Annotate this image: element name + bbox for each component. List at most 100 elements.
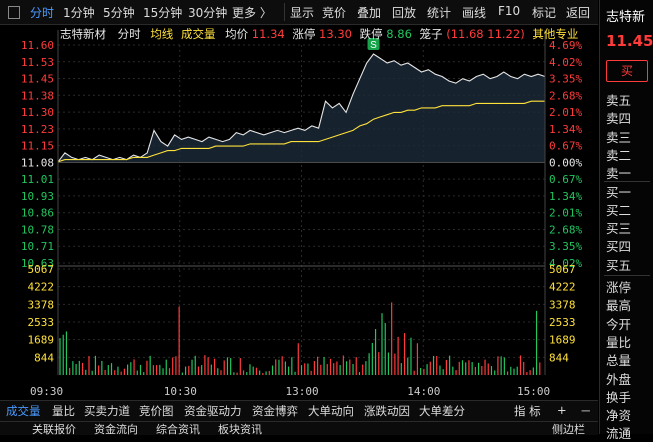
stock-name: 志特新材 [60, 27, 106, 41]
side-bids-3: 买四 [606, 239, 632, 255]
pct-axis-label: 3.35% [549, 73, 582, 86]
volume-axis-label: 2533 [28, 316, 55, 329]
other-pro-link[interactable]: 其他专业 [532, 27, 579, 41]
price-axis-label: 11.60 [21, 39, 54, 52]
volume-axis-label-right: 844 [549, 351, 569, 364]
indicator-tab-6[interactable]: 大单动向 [308, 404, 354, 418]
volume-label[interactable]: 成交量 [180, 27, 216, 41]
pct-axis-label: 1.34% [549, 190, 582, 203]
volume-axis-label: 844 [34, 351, 54, 364]
indicator-control-0[interactable]: 指 标 [514, 404, 541, 418]
pct-axis-label: 2.68% [549, 223, 582, 236]
toolbar-item-13[interactable]: 标记 [532, 6, 557, 20]
indicator-tab-0[interactable]: 成交量 [6, 404, 41, 418]
chart-header: 志特新材 分时 均线 成交量 均价 11.34 涨停 13.30 跌停 8.86… [60, 26, 578, 42]
indicator-tab-2[interactable]: 买卖力道 [84, 404, 130, 418]
sell-marker-icon [367, 37, 380, 50]
side-stats-3: 量比 [606, 334, 632, 350]
price-axis-label: 10.86 [21, 207, 54, 220]
pct-axis-label: 1.34% [549, 123, 582, 136]
indicator-tab-4[interactable]: 资金驱动力 [184, 404, 242, 418]
time-axis-label: 10:30 [164, 385, 197, 398]
pct-axis-label: 2.01% [549, 207, 582, 220]
intraday-chart[interactable]: S 11.60 11.53 11.45 11.38 11.30 11.23 11.15 11.0… [0, 25, 598, 400]
indicator-tab-8[interactable]: 大单差分 [419, 404, 465, 418]
pct-axis-label: 4.02% [549, 257, 582, 270]
toolbar-item-8[interactable]: 叠加 [357, 6, 382, 20]
toolbar-item-14[interactable]: 返回 [566, 6, 591, 20]
info-tab-0[interactable]: 关联报价 [32, 423, 76, 436]
side-stats-8: 流通 [606, 426, 632, 442]
avg-line [57, 100, 545, 163]
pct-axis-label: 0.67% [549, 140, 582, 153]
toolbar-item-11[interactable]: 画线 [462, 6, 487, 20]
toolbar-item-6[interactable]: 显示 [290, 6, 315, 20]
side-stats-2: 今开 [606, 316, 632, 332]
price-axis-label: 11.08 [21, 156, 54, 169]
pct-axis-label: 0.00% [549, 156, 582, 169]
buy-button[interactable]: 买 [606, 60, 648, 82]
toolbar-item-1[interactable]: 1分钟 [63, 6, 95, 20]
volume-axis-label-right: 5067 [549, 263, 576, 276]
info-tab-2[interactable]: 综合资讯 [156, 423, 200, 436]
toolbar-item-0[interactable]: 分时 [30, 6, 55, 20]
volume-axis-label: 3378 [28, 298, 55, 311]
side-price: 11.45 [606, 32, 653, 50]
info-tab-4[interactable]: 侧边栏 [552, 423, 585, 436]
indicator-tab-5[interactable]: 资金博弈 [252, 404, 298, 418]
side-stats-1: 最高 [606, 298, 632, 314]
volume-axis-label: 5067 [28, 263, 55, 276]
price-axis-label: 10.71 [21, 240, 54, 253]
side-bids-1: 买二 [606, 202, 632, 218]
side-stats-7: 净资 [606, 408, 632, 424]
avg-price-label: 均价 [225, 27, 249, 41]
pct-axis-label: 4.02% [549, 56, 582, 69]
side-divider [604, 275, 650, 276]
limit-up-label: 涨停 [292, 27, 316, 41]
side-stock-name: 志特新 [606, 10, 646, 25]
side-asks-0: 卖五 [606, 93, 632, 108]
side-stats-6: 换手 [606, 389, 632, 405]
side-stats-0: 涨停 [606, 280, 632, 295]
side-bids-0: 买一 [606, 184, 632, 200]
price-axis-label: 11.45 [21, 73, 54, 86]
time-axis-label: 13:00 [286, 385, 319, 398]
indicator-control-1[interactable]: + [557, 403, 567, 417]
mode-label[interactable]: 分时 [117, 27, 141, 41]
toolbar-item-3[interactable]: 15分钟 [143, 6, 183, 20]
toolbar-item-5[interactable]: 更多 〉 [232, 6, 272, 20]
indicator-tabs: 成交量 量比 买卖力道 竞价图 资金驱动力 资金博弈 大单动向 涨跌动因 大单差分 指 标 + － [0, 400, 598, 421]
pct-axis-label: 2.68% [549, 89, 582, 102]
time-axis-label: 09:30 [30, 385, 63, 398]
panel-toggle-icon[interactable] [8, 6, 20, 19]
side-asks-3: 卖二 [606, 147, 632, 163]
volume-axis-label-right: 2533 [549, 316, 576, 329]
toolbar-item-4[interactable]: 30分钟 [188, 6, 228, 20]
toolbar-item-12[interactable]: F10 [498, 4, 521, 18]
cage-label: 笼子 [419, 27, 443, 41]
price-axis-label: 11.01 [21, 173, 54, 186]
indicator-tab-3[interactable]: 竞价图 [139, 404, 174, 418]
side-asks-1: 卖四 [606, 111, 632, 127]
indicator-control-2[interactable]: － [580, 404, 592, 418]
avg-price-value: 11.34 [251, 27, 285, 41]
info-tabs: 关联报价 资金流向 综合资讯 板块资讯 侧边栏 [0, 421, 598, 436]
info-tab-1[interactable]: 资金流向 [94, 423, 138, 436]
toolbar-item-2[interactable]: 5分钟 [103, 6, 135, 20]
avg-line-label[interactable]: 均线 [150, 27, 174, 41]
indicator-tab-7[interactable]: 涨跌动因 [364, 404, 410, 418]
indicator-tab-1[interactable]: 量比 [52, 404, 75, 418]
side-stats-5: 外盘 [606, 371, 632, 387]
price-axis-label: 11.30 [21, 106, 54, 119]
toolbar-item-7[interactable]: 竞价 [322, 6, 347, 20]
side-stats-4: 总量 [606, 353, 632, 369]
toolbar-item-10[interactable]: 统计 [427, 6, 452, 20]
toolbar-divider [284, 3, 285, 21]
price-axis-label: 10.78 [21, 223, 54, 236]
chart-canvas: S 11.60 11.53 11.45 11.38 11.30 11.23 11.15 11.0… [21, 30, 582, 398]
side-asks-2: 卖三 [606, 129, 632, 145]
toolbar-item-9[interactable]: 回放 [392, 6, 417, 20]
period-toolbar: 分时 1分钟 5分钟 15分钟 30分钟 更多 〉 显示 竞价 叠加 回放 统计 画线 F10 标记 返回 [0, 0, 598, 25]
side-divider [604, 180, 650, 182]
info-tab-3[interactable]: 板块资讯 [218, 423, 262, 436]
